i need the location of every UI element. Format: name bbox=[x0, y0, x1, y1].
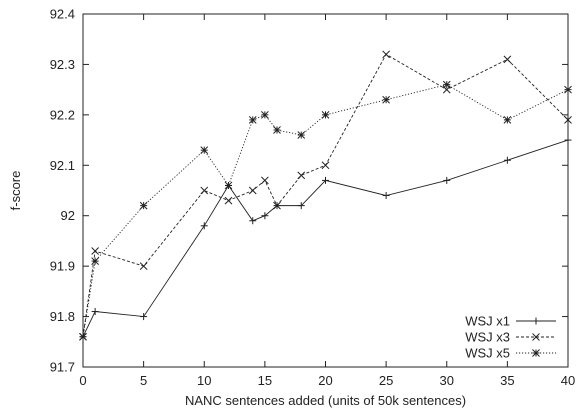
data-point bbox=[503, 55, 512, 64]
y-tick-label: 92.1 bbox=[50, 158, 75, 173]
data-point bbox=[91, 308, 99, 316]
tick-labels: 0 5 10 15 20 25 30 35 40 91.7 91.8 91.9 92 92.1 92.2 92… bbox=[50, 7, 576, 389]
data-point bbox=[297, 202, 305, 210]
data-point bbox=[200, 146, 209, 155]
data-point bbox=[248, 186, 257, 195]
data-point bbox=[200, 222, 208, 230]
y-tick-label: 91.8 bbox=[50, 309, 75, 324]
y-tick-label: 91.9 bbox=[50, 259, 75, 274]
legend-item: WSJ x1 bbox=[465, 314, 556, 329]
data-point bbox=[297, 131, 306, 139]
legend-label: WSJ x5 bbox=[465, 346, 510, 361]
data-point bbox=[382, 192, 390, 200]
data-point bbox=[200, 186, 209, 195]
data-point bbox=[321, 161, 330, 170]
x-tick-label: 0 bbox=[79, 373, 86, 388]
series-1 bbox=[79, 136, 572, 341]
data-point bbox=[322, 176, 329, 184]
x-axis-label: NANC sentences added (units of 50k sente… bbox=[185, 393, 466, 408]
legend-item: WSJ x5 bbox=[465, 346, 556, 361]
data-point bbox=[273, 201, 281, 210]
data-point bbox=[139, 201, 148, 210]
x-tick-label: 5 bbox=[140, 373, 147, 388]
series-line bbox=[82, 53, 569, 337]
data-point bbox=[91, 257, 99, 265]
data-point bbox=[532, 349, 540, 357]
legend-item: WSJ x3 bbox=[465, 330, 556, 345]
data-point bbox=[382, 95, 390, 104]
data-point bbox=[139, 262, 148, 270]
data-point bbox=[224, 196, 233, 205]
data-point bbox=[532, 333, 540, 341]
data-point bbox=[297, 171, 306, 180]
data-point bbox=[249, 217, 257, 225]
data-point bbox=[503, 156, 511, 164]
data-point bbox=[442, 80, 451, 89]
data-point bbox=[532, 317, 540, 325]
plot-frame bbox=[82, 13, 569, 368]
x-tick-label: 30 bbox=[440, 373, 454, 388]
data-point bbox=[248, 116, 257, 124]
data-point bbox=[503, 116, 512, 124]
x-tick-label: 40 bbox=[561, 373, 575, 388]
y-axis-label: f-score bbox=[8, 171, 23, 211]
y-tick-label: 92 bbox=[61, 208, 75, 223]
x-tick-label: 10 bbox=[197, 373, 211, 388]
series-group bbox=[79, 50, 572, 341]
legend-label: WSJ x1 bbox=[465, 314, 510, 329]
x-tick-label: 25 bbox=[379, 373, 393, 388]
y-tick-label: 92.4 bbox=[50, 7, 75, 22]
data-point bbox=[224, 181, 233, 190]
x-tick-label: 20 bbox=[318, 373, 332, 388]
data-point bbox=[382, 50, 390, 59]
data-point bbox=[261, 212, 269, 220]
series-line bbox=[82, 139, 569, 337]
data-point bbox=[321, 111, 330, 119]
data-point bbox=[273, 126, 281, 134]
data-point bbox=[91, 247, 99, 255]
x-tick-label: 35 bbox=[500, 373, 514, 388]
data-point bbox=[140, 313, 148, 321]
x-tick-label: 15 bbox=[258, 373, 272, 388]
y-tick-label: 92.2 bbox=[50, 107, 75, 122]
data-point bbox=[261, 176, 269, 185]
data-point bbox=[443, 176, 451, 184]
legend-label: WSJ x3 bbox=[465, 330, 510, 345]
data-point bbox=[261, 111, 269, 119]
series-2 bbox=[79, 50, 572, 341]
y-tick-label: 92.3 bbox=[50, 57, 75, 72]
y-tick-label: 91.7 bbox=[50, 360, 75, 375]
